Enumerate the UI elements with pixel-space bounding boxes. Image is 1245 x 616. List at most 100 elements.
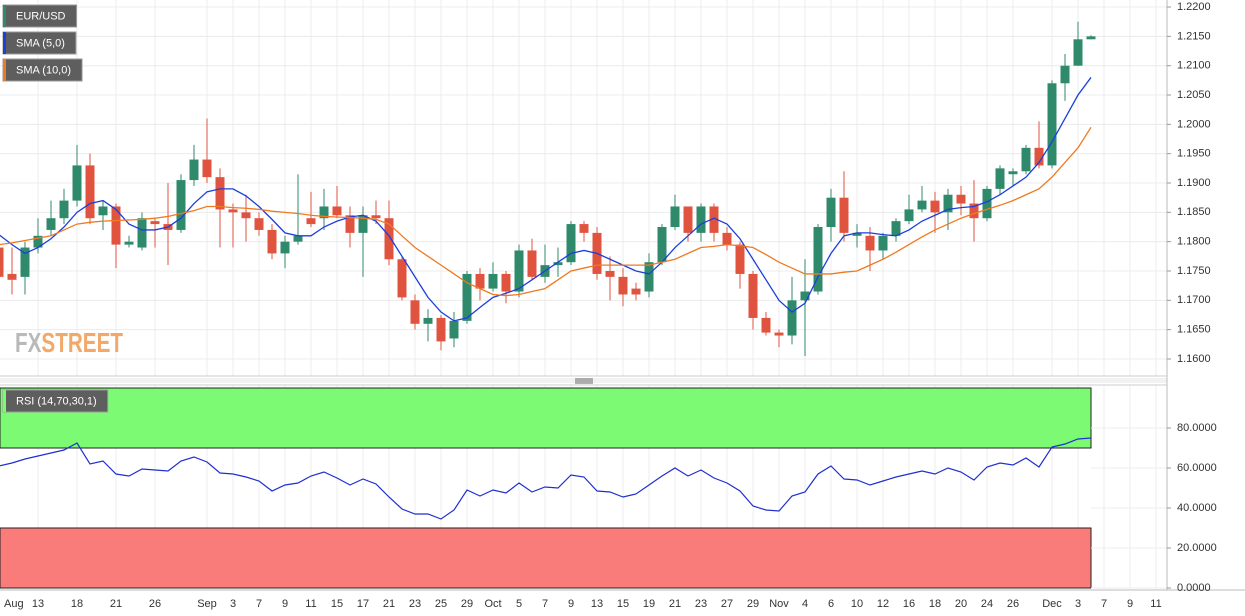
x-tick-label: 29 <box>747 598 759 610</box>
x-tick-label: 9 <box>1127 598 1133 610</box>
x-tick-label: 23 <box>695 598 707 610</box>
candle-body <box>891 221 901 236</box>
candle-body <box>85 165 95 219</box>
x-tick-label: Aug <box>4 598 24 610</box>
y-tick-label: 1.1850 <box>1177 206 1211 218</box>
y-tick-label: 1.2100 <box>1177 60 1211 72</box>
candle-body <box>982 188 992 219</box>
rsi-line <box>0 437 1092 520</box>
candle-body <box>33 235 43 248</box>
background-layer: FXSTREET <box>0 0 1167 589</box>
overlay-layer: Aug 13 18 21 26 Sep 3 7 9 11 15 17 21 23 25 29 Oct 5 7 9 13 1… <box>2 1 1217 610</box>
candle-body <box>904 209 914 222</box>
candle-body <box>956 194 966 204</box>
x-tick-label: 7 <box>542 598 548 610</box>
candle-body <box>566 224 576 263</box>
candle-body <box>488 273 498 289</box>
candle-body <box>397 259 407 298</box>
candle-body <box>826 197 836 228</box>
candle-body <box>215 177 225 210</box>
candle-body <box>98 206 108 216</box>
x-tick-label: 24 <box>981 598 993 610</box>
candle-body <box>579 224 589 233</box>
x-tick-label: 25 <box>435 598 447 610</box>
x-tick-label: 13 <box>591 598 603 610</box>
candle-body <box>72 165 82 201</box>
x-tick-label: 29 <box>461 598 473 610</box>
y-tick-label: 1.1900 <box>1177 177 1211 189</box>
legend-item: SMA (10,0) <box>2 58 83 82</box>
candle-body <box>865 235 875 251</box>
y-tick-label: 20.0000 <box>1177 542 1217 554</box>
x-tick-label: 23 <box>409 598 421 610</box>
candle-body <box>280 241 290 254</box>
candle-body <box>618 276 628 295</box>
x-tick-label: 7 <box>1101 598 1107 610</box>
legend-label: SMA (10,0) <box>16 64 71 76</box>
candle-body <box>605 271 615 277</box>
x-tick-label: 17 <box>357 598 369 610</box>
candle-body <box>514 250 524 292</box>
candle-body <box>917 200 927 210</box>
candle-body <box>267 229 277 254</box>
candle-body <box>228 209 238 213</box>
x-tick-label: Oct <box>484 598 501 610</box>
legend-swatch <box>3 59 6 81</box>
x-tick-label: Sep <box>197 598 217 610</box>
candle-body <box>631 288 641 295</box>
zone-band <box>0 387 1092 449</box>
candle-body <box>189 159 199 181</box>
x-tick-label: 7 <box>256 598 262 610</box>
legend-label: EUR/USD <box>16 10 66 22</box>
x-tick-label: 21 <box>669 598 681 610</box>
x-tick-label: 26 <box>1007 598 1019 610</box>
candle-body <box>319 206 329 219</box>
candle-body <box>150 221 160 225</box>
watermark-part: FX <box>15 327 42 358</box>
legend-label: RSI (14,70,30,1) <box>16 395 97 407</box>
candle-body <box>332 206 342 216</box>
candle-body <box>709 206 719 233</box>
candle-body <box>813 227 823 292</box>
x-tick-label: 21 <box>383 598 395 610</box>
x-tick-label: 4 <box>802 598 808 610</box>
x-tick-label: 11 <box>305 598 316 610</box>
y-tick-label: 1.2150 <box>1177 30 1211 42</box>
x-tick-label: 19 <box>643 598 655 610</box>
x-tick-label: 5 <box>516 598 522 610</box>
x-tick-label: 27 <box>721 598 733 610</box>
legend-swatch <box>3 32 6 54</box>
y-tick-label: 80.0000 <box>1177 422 1217 434</box>
candle-body <box>1086 36 1096 40</box>
watermark-part: STREET <box>41 327 123 358</box>
x-tick-label: 26 <box>149 598 161 610</box>
candle-body <box>137 218 147 248</box>
x-tick-label: 3 <box>230 598 236 610</box>
legend-item: EUR/USD <box>2 4 78 28</box>
candle-body <box>1008 171 1018 175</box>
candle-body <box>1034 147 1044 166</box>
candle-body <box>7 273 17 280</box>
candle-body <box>1021 147 1031 172</box>
candle-body <box>1047 83 1057 166</box>
candle-body <box>423 317 433 324</box>
candle-body <box>761 317 771 333</box>
candle-body <box>943 194 953 213</box>
legend-item: RSI (14,70,30,1) <box>2 389 109 413</box>
x-tick-label: 3 <box>1075 598 1081 610</box>
candle-body <box>410 300 420 324</box>
candle-body <box>644 262 654 292</box>
x-tick-label: Nov <box>769 598 789 610</box>
legend-label: SMA (5,0) <box>16 37 65 49</box>
x-tick-label: 12 <box>877 598 889 610</box>
candle-body <box>670 206 680 228</box>
y-tick-label: 1.1750 <box>1177 265 1211 277</box>
candle-body <box>878 235 888 251</box>
candle-body <box>1060 65 1070 84</box>
y-tick-label: 1.2050 <box>1177 89 1211 101</box>
x-tick-label: 18 <box>929 598 941 610</box>
candle-body <box>384 218 394 260</box>
candle-body <box>124 241 134 245</box>
candle-body <box>527 250 537 277</box>
candle-body <box>696 206 706 233</box>
